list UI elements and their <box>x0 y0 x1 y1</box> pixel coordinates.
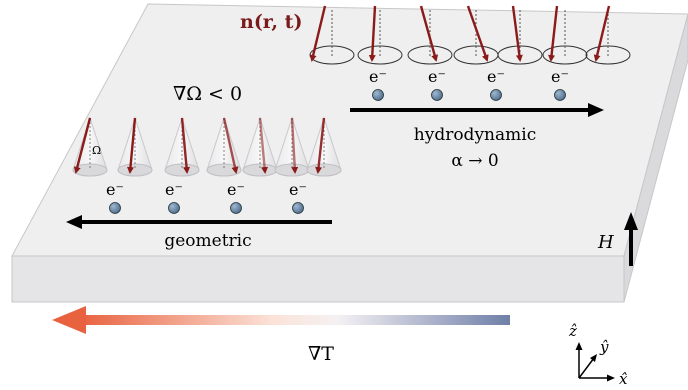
electron: e⁻ <box>487 67 505 101</box>
spin-arrow <box>368 5 377 62</box>
hydrodynamic-label: hydrodynamic <box>414 125 536 145</box>
spin-arrow <box>315 117 326 174</box>
electron-label: e⁻ <box>369 67 387 86</box>
spin-ring <box>453 5 499 65</box>
electron: e⁻ <box>165 180 183 214</box>
electron: e⁻ <box>428 67 446 101</box>
electron-dot <box>431 89 443 101</box>
axis-z-label: ẑ <box>568 322 577 340</box>
spin-cone <box>206 116 242 177</box>
electron-label: e⁻ <box>289 180 307 199</box>
spin-cone <box>72 116 108 177</box>
spin-arrow <box>419 5 439 62</box>
spin-arrow <box>466 5 489 62</box>
electron-dot <box>292 202 304 214</box>
hydrodynamic-arrowhead <box>588 103 604 117</box>
precession-rings <box>309 5 631 65</box>
field-arrowhead <box>624 212 638 230</box>
field-label: H <box>597 232 614 253</box>
electron-label: e⁻ <box>487 67 505 86</box>
spin-cone <box>117 116 153 177</box>
alpha-limit-label: α → 0 <box>451 151 498 171</box>
slab-front-face <box>11 255 625 303</box>
electron-label: e⁻ <box>165 180 183 199</box>
spin-ring <box>357 5 403 65</box>
omega-gradient-label: ∇Ω < 0 <box>173 83 242 105</box>
electron-label: e⁻ <box>428 67 446 86</box>
spin-cones <box>72 116 342 177</box>
electron-dot <box>109 202 121 214</box>
spin-ring <box>407 5 453 65</box>
spin-arrow <box>126 117 137 174</box>
magnetization-label: n(r, t) <box>240 11 302 33</box>
omega-label: Ω <box>92 144 101 157</box>
slab-top-face <box>11 3 688 257</box>
electron: e⁻ <box>289 180 307 214</box>
spin-arrow <box>309 5 327 62</box>
electron-dot <box>372 89 384 101</box>
spin-cone <box>164 116 200 177</box>
spin-arrow <box>593 5 611 62</box>
electron: e⁻ <box>551 67 569 101</box>
electron: e⁻ <box>227 180 245 214</box>
electron: e⁻ <box>369 67 387 101</box>
spin-arrow <box>511 5 523 62</box>
temperature-gradient-bar <box>80 315 510 325</box>
spin-arrow <box>73 117 92 174</box>
spin-arrow <box>290 117 299 174</box>
electron-label: e⁻ <box>106 180 124 199</box>
temperature-gradient-label: ∇T <box>308 343 334 365</box>
electron-dot <box>554 89 566 101</box>
geometric-arrowhead <box>66 215 82 229</box>
slab-side-face <box>623 13 688 303</box>
axis-x-label: x̂ <box>619 370 628 388</box>
electron: e⁻ <box>106 180 124 214</box>
spin-ring <box>542 5 588 65</box>
spin-ring <box>585 5 631 65</box>
temperature-gradient-arrowhead <box>52 306 86 334</box>
electron-label: e⁻ <box>227 180 245 199</box>
spin-ring <box>497 5 543 65</box>
axis-triad <box>575 342 615 382</box>
electron-dot <box>168 202 180 214</box>
spin-arrow <box>548 5 559 62</box>
slab <box>11 3 688 303</box>
spin-arrow <box>222 117 239 174</box>
electrons: e⁻ e⁻ e⁻ e⁻ e⁻ e⁻ e⁻ e⁻ <box>106 67 569 214</box>
electron-dot <box>490 89 502 101</box>
geometric-label: geometric <box>164 231 251 251</box>
spin-cone <box>306 116 342 177</box>
electron-dot <box>230 202 242 214</box>
spin-ring <box>309 5 355 65</box>
axis-y-label: ŷ <box>599 338 609 356</box>
spin-arrow <box>258 117 269 174</box>
spin-arrow <box>180 117 191 174</box>
electron-label: e⁻ <box>551 67 569 86</box>
